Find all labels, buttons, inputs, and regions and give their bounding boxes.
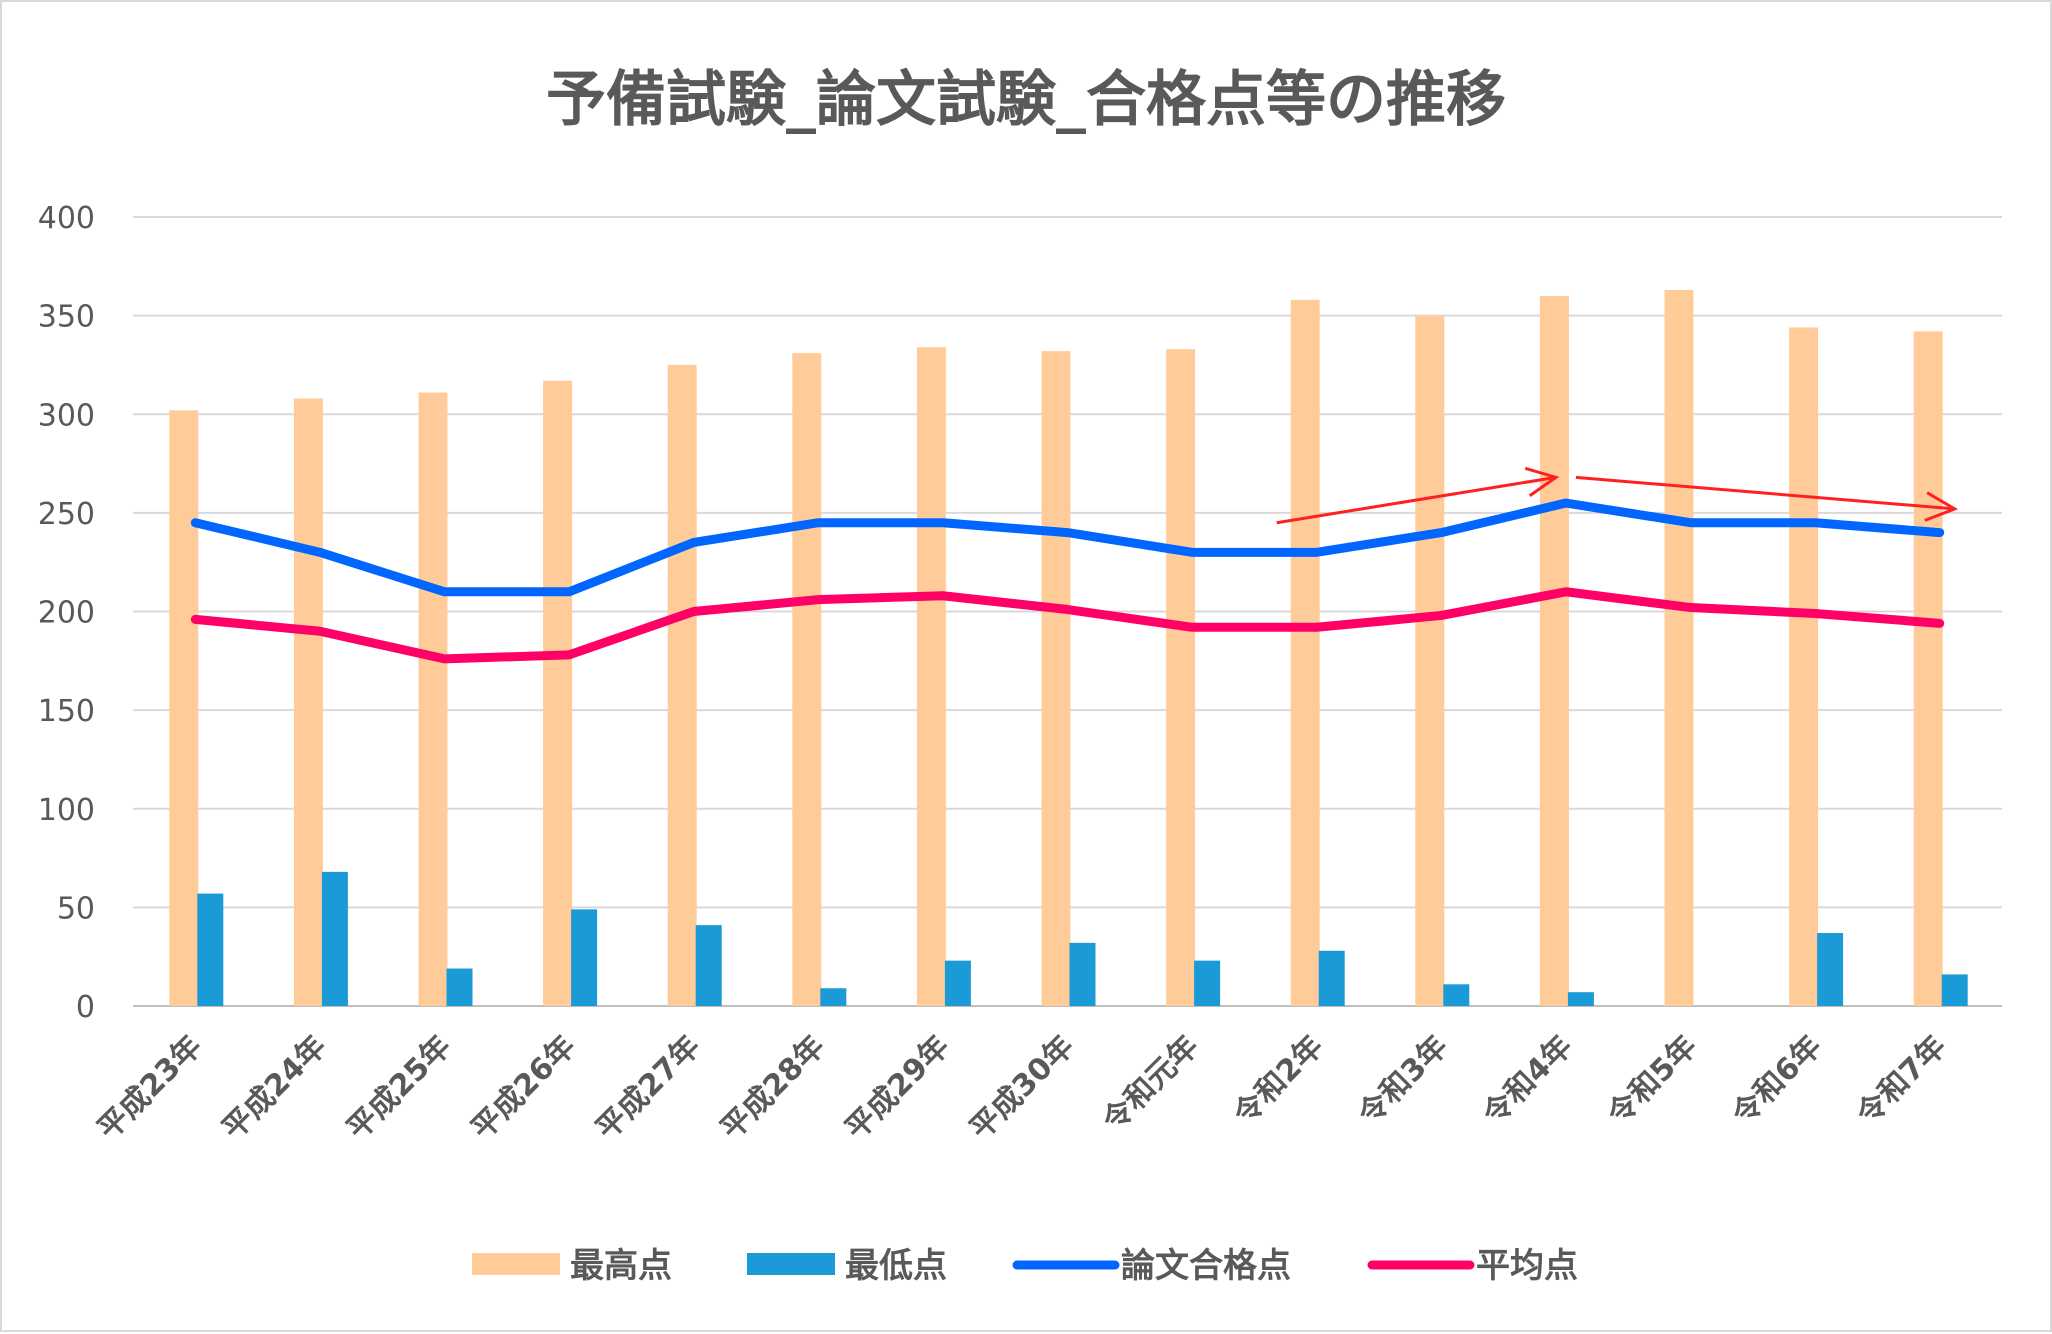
series-line-pass	[190, 498, 1945, 597]
x-tick-label: 平成25年	[340, 1029, 458, 1147]
bar-max	[1041, 351, 1071, 1006]
annotation-arrow	[1575, 475, 1955, 511]
x-tick-label: 平成23年	[91, 1029, 209, 1147]
bar-min	[1318, 950, 1345, 1006]
legend-item: 最低点	[747, 1246, 947, 1286]
bar-max	[293, 398, 323, 1007]
bar-max	[169, 410, 199, 1006]
legend-label: 最低点	[845, 1246, 947, 1286]
chart-title: 予備試験_論文試験_合格点等の推移	[546, 65, 1506, 135]
bar-min	[1443, 984, 1470, 1006]
x-tick-label: 令和6年	[1726, 1029, 1829, 1132]
bar-min	[1069, 942, 1096, 1006]
bar-min	[1941, 974, 1968, 1006]
y-tick-label: 100	[38, 793, 95, 828]
y-tick-label: 200	[38, 596, 95, 631]
y-tick-label: 150	[38, 694, 95, 729]
legend-swatch	[747, 1253, 835, 1275]
bar-min	[321, 871, 348, 1006]
bar-min	[695, 925, 722, 1006]
x-tick-label: 平成26年	[465, 1029, 583, 1147]
x-tick-label: 令和2年	[1227, 1029, 1330, 1132]
x-tick-label: 令和7年	[1850, 1029, 1953, 1132]
legend-label: 平均点	[1476, 1246, 1578, 1286]
legend-item: 平均点	[1367, 1246, 1578, 1286]
bar-max	[1913, 331, 1943, 1006]
legend-label: 最高点	[570, 1246, 672, 1286]
bar-max	[418, 392, 448, 1006]
bar-min	[944, 960, 971, 1006]
bar-max	[1166, 349, 1196, 1007]
legend-swatch	[472, 1253, 560, 1275]
bar-min	[1194, 960, 1221, 1006]
bar-max	[792, 353, 822, 1006]
annotation-arrow	[1276, 475, 1557, 525]
x-tick-label: 令和5年	[1601, 1029, 1704, 1132]
bar-max	[1789, 327, 1819, 1007]
x-tick-label: 平成24年	[216, 1029, 334, 1147]
bar-min	[571, 909, 598, 1006]
x-tick-label: 平成28年	[714, 1029, 832, 1147]
bar-max	[916, 347, 946, 1006]
bar-min	[1817, 933, 1844, 1006]
x-tick-label: 令和元年	[1096, 1029, 1206, 1139]
y-tick-label: 250	[38, 497, 95, 532]
bar-max	[1539, 295, 1569, 1006]
bar-max	[543, 380, 573, 1006]
arrowhead	[1924, 491, 1959, 522]
legend-label: 論文合格点	[1121, 1246, 1291, 1286]
bar-min	[1567, 992, 1594, 1006]
x-tick-label: 令和3年	[1352, 1029, 1455, 1132]
series-line-avg	[190, 587, 1945, 664]
bar-max	[1415, 315, 1445, 1006]
y-tick-label: 0	[76, 990, 95, 1025]
y-tick-label: 50	[57, 891, 95, 926]
x-tick-label: 令和4年	[1476, 1029, 1579, 1132]
bar-max	[1290, 299, 1320, 1007]
arrowhead	[1524, 466, 1560, 497]
bar-min	[197, 893, 224, 1006]
y-tick-label: 300	[38, 398, 95, 433]
bar-max	[1664, 289, 1694, 1006]
x-tick-label: 平成30年	[963, 1029, 1081, 1147]
x-tick-label: 平成27年	[589, 1029, 707, 1147]
x-tick-label: 平成29年	[839, 1029, 957, 1147]
legend-item: 論文合格点	[1012, 1246, 1291, 1286]
bar-min	[446, 968, 473, 1006]
y-tick-label: 400	[38, 201, 95, 236]
legend-item: 最高点	[472, 1246, 672, 1286]
bar-min	[820, 988, 847, 1006]
bar-max	[667, 364, 697, 1006]
y-tick-label: 350	[38, 300, 95, 335]
